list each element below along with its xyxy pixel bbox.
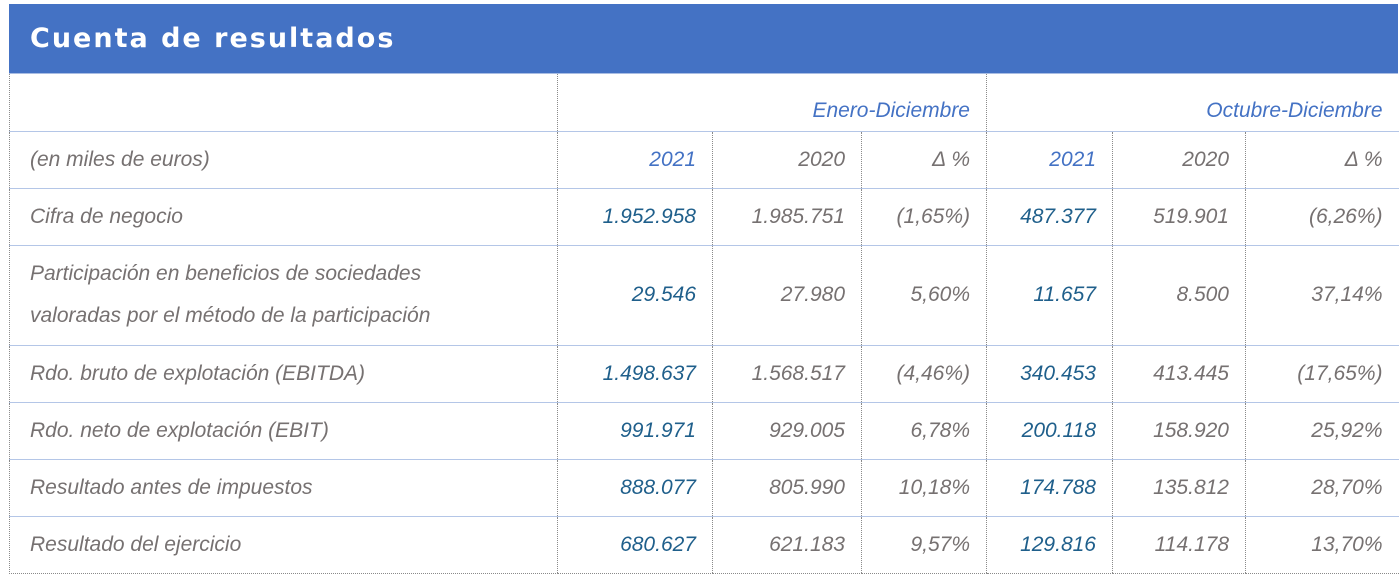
- cell-value: 29.546: [557, 245, 713, 346]
- table-row: Rdo. bruto de explotación (EBITDA) 1.498…: [9, 345, 1399, 403]
- cell-value: 10,18%: [861, 459, 987, 517]
- cell-value: 1.985.751: [712, 188, 862, 246]
- row-label: Resultado antes de impuestos: [9, 459, 558, 517]
- cell-value: 13,70%: [1244, 516, 1399, 574]
- cell-value: 805.990: [712, 459, 862, 517]
- cell-value: 174.788: [986, 459, 1113, 517]
- table-row: Resultado antes de impuestos 888.077 805…: [9, 459, 1399, 517]
- group-header-enero-diciembre: Enero-Diciembre: [557, 74, 987, 132]
- col-header-2020-quarter: 2020: [1112, 131, 1246, 189]
- cell-value: 158.920: [1112, 402, 1246, 460]
- col-header-2020-annual: 2020: [712, 131, 862, 189]
- cell-value: 991.971: [557, 402, 713, 460]
- cell-value: 929.005: [712, 402, 862, 460]
- table-row: Cifra de negocio 1.952.958 1.985.751 (1,…: [9, 188, 1399, 246]
- cell-value: 9,57%: [861, 516, 987, 574]
- col-header-2021-quarter: 2021: [986, 131, 1113, 189]
- cell-value: 6,78%: [861, 402, 987, 460]
- cell-value: 11.657: [986, 245, 1113, 346]
- cell-value: 8.500: [1112, 245, 1246, 346]
- cell-value: 519.901: [1112, 188, 1246, 246]
- cell-value: 487.377: [986, 188, 1113, 246]
- cell-value: (6,26%): [1244, 188, 1399, 246]
- cell-value: 37,14%: [1244, 245, 1399, 346]
- row-label: Resultado del ejercicio: [9, 516, 558, 574]
- cell-value: 413.445: [1112, 345, 1246, 403]
- cell-value: 1.568.517: [712, 345, 862, 403]
- table-row: Resultado del ejercicio 680.627 621.183 …: [9, 516, 1399, 574]
- cell-value: (4,46%): [861, 345, 987, 403]
- table-row: Rdo. neto de explotación (EBIT) 991.971 …: [9, 402, 1399, 460]
- cell-value: 114.178: [1112, 516, 1246, 574]
- cell-value: 200.118: [986, 402, 1113, 460]
- results-table: Enero-Diciembre Octubre-Diciembre (en mi…: [9, 74, 1399, 574]
- cell-value: 680.627: [557, 516, 713, 574]
- cell-value: 621.183: [712, 516, 862, 574]
- cell-value: (1,65%): [861, 188, 987, 246]
- col-header-delta-quarter: Δ %: [1244, 131, 1399, 189]
- row-label: Rdo. neto de explotación (EBIT): [9, 402, 558, 460]
- col-header-delta-annual: Δ %: [861, 131, 987, 189]
- col-header-2021-annual: 2021: [557, 131, 713, 189]
- unit-label: (en miles de euros): [9, 131, 558, 189]
- cell-value: 5,60%: [861, 245, 987, 346]
- cell-value: 1.498.637: [557, 345, 713, 403]
- cell-value: 27.980: [712, 245, 862, 346]
- group-header-row: Enero-Diciembre Octubre-Diciembre: [9, 74, 1399, 132]
- cell-value: 25,92%: [1244, 402, 1399, 460]
- cell-value: 28,70%: [1244, 459, 1399, 517]
- cell-value: 1.952.958: [557, 188, 713, 246]
- row-label: Cifra de negocio: [9, 188, 558, 246]
- empty-corner-cell: [9, 74, 558, 132]
- group-header-octubre-diciembre: Octubre-Diciembre: [986, 74, 1399, 132]
- results-table-container: Cuenta de resultados Enero-Diciembre Oct…: [9, 4, 1399, 574]
- row-label: Participación en beneficios de sociedade…: [9, 245, 558, 346]
- cell-value: 135.812: [1112, 459, 1246, 517]
- cell-value: 129.816: [986, 516, 1113, 574]
- cell-value: 340.453: [986, 345, 1113, 403]
- row-label: Rdo. bruto de explotación (EBITDA): [9, 345, 558, 403]
- column-header-row: (en miles de euros) 2021 2020 Δ % 2021 2…: [9, 131, 1399, 189]
- table-title: Cuenta de resultados: [9, 4, 1398, 74]
- table-row: Participación en beneficios de sociedade…: [9, 245, 1399, 346]
- cell-value: (17,65%): [1244, 345, 1399, 403]
- cell-value: 888.077: [557, 459, 713, 517]
